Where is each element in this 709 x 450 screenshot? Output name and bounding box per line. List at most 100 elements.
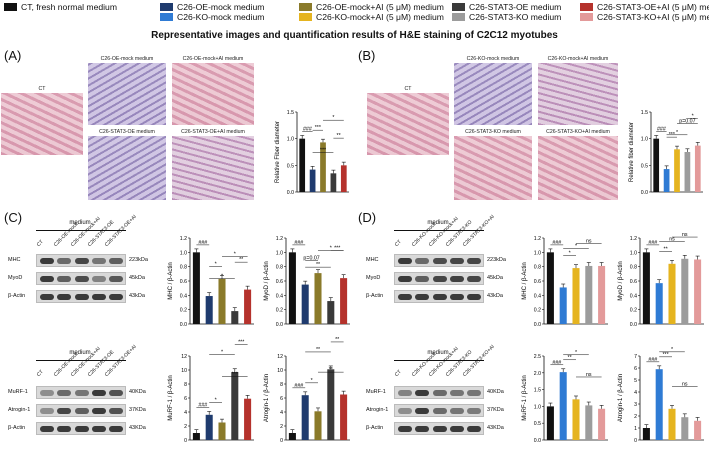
blot-band	[467, 276, 482, 282]
y-tick-label: 0.4	[180, 293, 187, 299]
figure-title: Representative images and quantification…	[151, 30, 558, 41]
significance-label: **	[568, 355, 572, 361]
y-tick-label: 0	[634, 438, 637, 444]
y-tick-label: 6	[280, 396, 283, 402]
y-axis-label: Atrogin-1 / β-Actin	[264, 374, 270, 422]
blot-band	[398, 390, 412, 396]
y-tick-label: 1.2	[180, 236, 187, 242]
y-tick-label: 0.6	[534, 279, 541, 285]
legend-item-oe-mock: C26-OE-mock medium	[160, 2, 264, 12]
bar	[299, 138, 306, 192]
blot-row-kda: 37KDa	[487, 407, 504, 413]
blot-band	[91, 390, 106, 396]
blot-band	[432, 408, 447, 414]
blot-band	[415, 294, 430, 300]
micrograph-label: CT	[404, 86, 412, 92]
blot-row-label: Atrogin-1	[8, 407, 31, 413]
blot-row	[394, 272, 484, 285]
y-tick-label: 1.5	[534, 388, 541, 394]
blot-header-line	[394, 360, 484, 361]
significance-label: ***	[238, 340, 244, 346]
y-tick-label: 0.0	[534, 438, 541, 444]
legend-swatch	[452, 3, 465, 11]
y-tick-label: 4	[184, 410, 187, 416]
bar-chart-d-murf1: 0.0 0.5 1.0 1.5 2.0 2.5 MuRF-1 / β-Actin ### ***…	[522, 350, 608, 444]
y-tick-label: 8	[280, 382, 283, 388]
significance-label: ns	[669, 236, 675, 242]
blot-band	[432, 294, 447, 300]
significance-label: *	[234, 251, 236, 257]
significance-label: *	[221, 274, 223, 280]
blot-band	[40, 426, 54, 432]
blot-band	[415, 258, 430, 264]
y-tick-label: 12	[181, 354, 187, 360]
blot-band	[40, 390, 54, 396]
blot-header: medium	[69, 220, 91, 226]
y-tick-label: 1.5	[641, 110, 648, 116]
bar	[327, 301, 335, 324]
significance-label: ###	[198, 402, 207, 408]
blot-row	[36, 254, 126, 267]
y-tick-label: 4	[634, 390, 637, 396]
y-tick-label: 8	[184, 382, 187, 388]
significance-label: ###	[294, 240, 303, 246]
significance-label: *	[221, 350, 223, 356]
y-tick-label: 7	[634, 354, 637, 360]
y-tick-label: 2	[184, 424, 187, 430]
y-tick-label: 10	[181, 368, 187, 374]
y-tick-label: 1.2	[630, 236, 637, 242]
micrograph-label: C26-OE-mock+AI medium	[182, 56, 244, 62]
significance-label: **	[316, 347, 320, 353]
y-tick-label: 0.6	[180, 279, 187, 285]
legend-label: C26-KO-mock+AI (5 μM) medium	[316, 12, 444, 22]
blot-band	[91, 408, 106, 414]
bar	[681, 258, 689, 324]
y-tick-label: 1	[634, 426, 637, 432]
bar-chart-d-atrogin1: 0 1 2 3 4 5 6 7 Atrogin-1 / β-Actin ### **** ns	[618, 347, 704, 444]
blot-band	[74, 294, 89, 300]
bar	[288, 433, 296, 440]
legend-swatch	[580, 13, 593, 21]
significance-label: *	[569, 251, 571, 257]
micrograph-label: C26-STAT3-OE+AI medium	[181, 129, 245, 135]
micrograph-label: C26-KO-mock+AI medium	[547, 56, 609, 62]
blot-header: medium	[427, 220, 449, 226]
y-tick-label: 0.2	[630, 308, 637, 314]
blot-header-line	[394, 230, 484, 231]
legend-item-ct: CT, fresh normal medium	[4, 2, 117, 12]
significance-label: *	[311, 378, 313, 384]
blot-row-label: β-Actin	[366, 425, 384, 431]
y-tick-label: 0.6	[630, 279, 637, 285]
blot-band	[57, 276, 72, 282]
bar	[218, 278, 226, 324]
y-axis-label: Relative Fiber diameter	[275, 121, 281, 183]
blot-band	[449, 408, 464, 414]
significance-label: ###	[303, 126, 312, 132]
blot-band	[109, 408, 124, 414]
y-axis-label: MHC / β-Actin	[522, 262, 528, 299]
legend-label: C26-STAT3-KO+AI (5 μM) medium	[597, 12, 709, 22]
significance-label: ###	[198, 240, 207, 246]
y-tick-label: 1.0	[276, 250, 283, 256]
blot-band	[398, 258, 412, 264]
y-tick-label: 0.8	[630, 265, 637, 271]
panel-label-c: (C)	[4, 210, 23, 225]
y-tick-label: 0.5	[287, 163, 294, 169]
bar	[244, 289, 252, 324]
blot-band	[415, 408, 430, 414]
blot-row-kda: 43KDa	[487, 425, 504, 431]
bar-chart-d-myod: 0.0 0.2 0.4 0.6 0.8 1.0 1.2 MyoD / β-Actin ### **…	[618, 232, 704, 328]
blot-band	[40, 408, 54, 414]
y-tick-label: 1.0	[180, 250, 187, 256]
bar	[694, 259, 702, 324]
significance-label: p=0.07	[303, 256, 319, 262]
y-tick-label: 2.5	[534, 354, 541, 360]
blot-band	[467, 258, 482, 264]
western-blot-c-bottom: medium CT C26-OE-mock C26-OE-mock+AI C26-STA…	[0, 344, 160, 450]
y-tick-label: 0.8	[180, 265, 187, 271]
bar	[244, 398, 252, 440]
legend-item-ko-mock-ai: C26-KO-mock+AI (5 μM) medium	[299, 12, 444, 22]
y-tick-label: 1.5	[287, 110, 294, 116]
